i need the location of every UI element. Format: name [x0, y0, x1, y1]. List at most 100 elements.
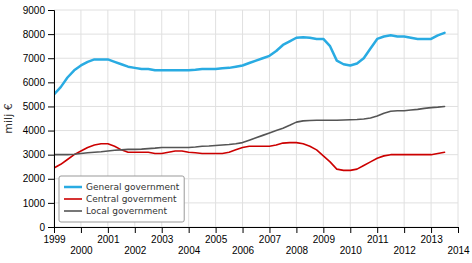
- grid: [54, 10, 458, 227]
- tick-label: 2006: [232, 245, 255, 256]
- tick-mark: [323, 227, 324, 233]
- legend-label: Central government: [86, 194, 177, 204]
- tick-label: 2001: [97, 234, 120, 245]
- y-axis: 0 1000 2000 3000 4000 5000 6000 7000 8000 9000: [23, 5, 55, 233]
- tick: 0: [39, 222, 54, 233]
- tick-mark: [48, 106, 54, 107]
- tick: 2013: [420, 227, 443, 245]
- grid-line-x: [404, 10, 405, 227]
- tick-label: 3000: [23, 149, 46, 160]
- grid-line-x: [350, 10, 351, 227]
- grid-line-y: [54, 106, 458, 107]
- tick-label: 2005: [205, 234, 228, 245]
- chart: 1999 2000 2001 2002 2003 2004 2005 2006 2007 2008…: [0, 0, 472, 263]
- grid-line-y: [54, 34, 458, 35]
- tick-label: 7000: [23, 53, 46, 64]
- tick-mark: [243, 227, 244, 233]
- tick: 3000: [23, 149, 54, 160]
- tick-mark: [48, 82, 54, 83]
- tick-label: 9000: [23, 5, 46, 16]
- grid-line-x: [377, 10, 378, 227]
- x-axis: 1999 2000 2001 2002 2003 2004 2005 2006 2007 2008…: [43, 227, 470, 256]
- tick: 2010: [340, 227, 363, 256]
- tick: 2000: [70, 227, 93, 256]
- tick: 9000: [23, 5, 54, 16]
- grid-line-x: [296, 10, 297, 227]
- plot: 1999 2000 2001 2002 2003 2004 2005 2006 2007 2008…: [2, 5, 470, 256]
- tick-label: 1999: [43, 234, 66, 245]
- tick: 2009: [313, 227, 336, 245]
- tick-label: 2003: [151, 234, 174, 245]
- tick: 2007: [259, 227, 282, 245]
- tick: 2003: [151, 227, 174, 245]
- grid-line-x: [188, 10, 189, 227]
- legend-label: General government: [86, 182, 180, 192]
- tick-mark: [48, 203, 54, 204]
- legend: General government Central government Loca…: [59, 176, 184, 222]
- tick-label: 2013: [420, 234, 443, 245]
- tick-mark: [48, 34, 54, 35]
- tick-label: 2014: [447, 245, 470, 256]
- grid-line-x: [323, 10, 324, 227]
- tick: 5000: [23, 101, 54, 112]
- legend-swatch: [64, 186, 82, 189]
- tick-mark: [48, 58, 54, 59]
- tick-label: 2007: [259, 234, 282, 245]
- tick-label: 0: [39, 222, 45, 233]
- tick-label: 2008: [286, 245, 309, 256]
- tick-mark: [350, 227, 351, 233]
- tick: 2004: [178, 227, 201, 256]
- tick-label: 2011: [367, 234, 389, 245]
- grid-line-y: [54, 10, 458, 11]
- tick-label: 2004: [178, 245, 201, 256]
- tick-label: 5000: [23, 101, 46, 112]
- tick-mark: [48, 155, 54, 156]
- tick-mark: [189, 227, 190, 233]
- tick: 2005: [205, 227, 228, 245]
- tick-label: 6000: [23, 77, 46, 88]
- legend-entry: Central government: [64, 194, 177, 204]
- tick-mark: [431, 227, 432, 233]
- grid-line-x: [242, 10, 243, 227]
- tick-mark: [458, 227, 459, 233]
- tick: 2002: [124, 227, 147, 256]
- tick-mark: [269, 227, 270, 233]
- legend-swatch: [64, 198, 82, 200]
- legend-swatch: [64, 210, 82, 212]
- tick-label: 2000: [23, 173, 46, 184]
- tick-mark: [216, 227, 217, 233]
- tick: 2011: [367, 227, 389, 245]
- tick-mark: [48, 10, 54, 11]
- tick: 2000: [23, 173, 54, 184]
- grid-line-x: [458, 10, 459, 227]
- tick: 4000: [23, 125, 54, 136]
- tick: 2001: [97, 227, 120, 245]
- tick-mark: [404, 227, 405, 233]
- tick-mark: [135, 227, 136, 233]
- grid-line-x: [269, 10, 270, 227]
- tick: 2008: [286, 227, 309, 256]
- axis-line: [55, 228, 459, 234]
- tick-label: 2009: [313, 234, 336, 245]
- tick: 2014: [447, 227, 470, 256]
- tick: 6000: [23, 77, 54, 88]
- tick: 2012: [394, 227, 417, 256]
- lines: [54, 33, 445, 170]
- tick: 1000: [23, 198, 54, 209]
- legend-frame: [59, 176, 184, 222]
- grid-line-x: [215, 10, 216, 227]
- grid-line-y: [54, 82, 458, 83]
- grid-line-x: [431, 10, 432, 227]
- grid-line-y: [54, 58, 458, 59]
- tick-mark: [48, 179, 54, 180]
- tick-mark: [296, 227, 297, 233]
- tick-label: 8000: [23, 29, 46, 40]
- tick-label: 2012: [394, 245, 417, 256]
- tick-label: 1000: [23, 198, 46, 209]
- tick: 1999: [43, 227, 66, 245]
- tick: 7000: [23, 53, 54, 64]
- axis-line: [48, 11, 55, 228]
- tick-mark: [162, 227, 163, 233]
- tick-label: 4000: [23, 125, 46, 136]
- legend-entry: Local government: [64, 206, 168, 216]
